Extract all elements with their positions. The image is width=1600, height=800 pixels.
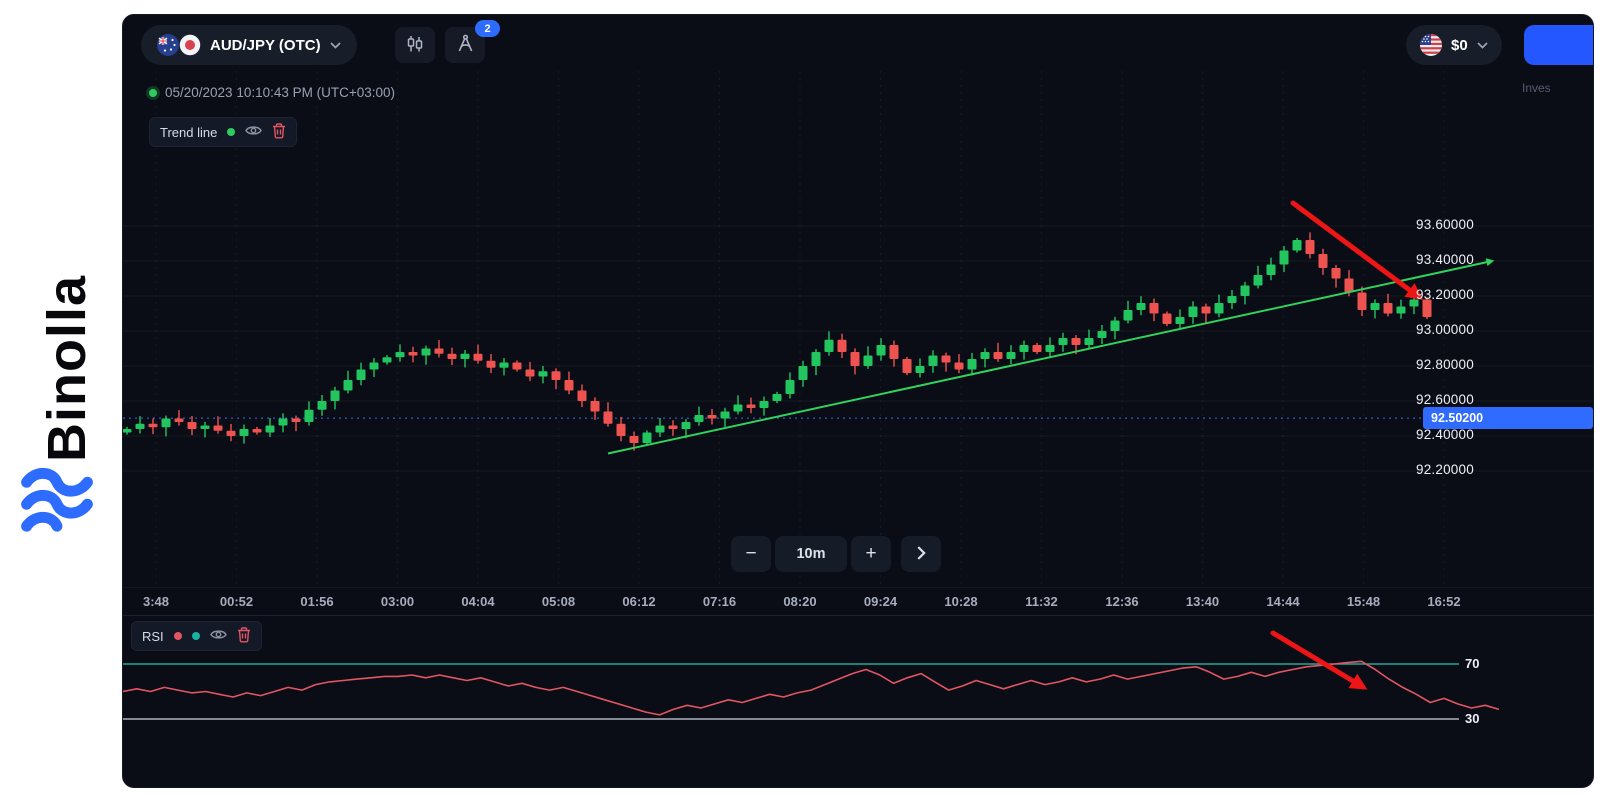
chevron-down-icon — [1477, 41, 1488, 49]
asset-selector[interactable]: AUD/JPY (OTC) — [141, 25, 357, 65]
price-axis-label: 92.60000 — [1416, 392, 1474, 407]
brand-logo-icon — [14, 462, 100, 538]
eye-icon — [245, 124, 263, 140]
chevron-down-icon — [329, 41, 341, 49]
timestamp-label: 05/20/2023 10:10:43 PM (UTC+03:00) — [165, 85, 396, 100]
current-price-tag: 92.50200 — [1423, 407, 1593, 430]
rsi-lower-level-label: 30 — [1465, 711, 1480, 726]
rsi-delete-button[interactable] — [237, 626, 251, 646]
time-axis-label: 12:36 — [1105, 594, 1139, 609]
price-axis-label: 93.60000 — [1416, 217, 1474, 232]
rsi-upper-level-label: 70 — [1465, 656, 1480, 671]
time-axis-label: 06:12 — [622, 594, 656, 609]
trash-icon — [237, 626, 251, 646]
trendline-visibility-button[interactable] — [245, 124, 263, 140]
time-axis-label: 11:32 — [1025, 594, 1058, 609]
deposit-button[interactable] — [1524, 25, 1593, 65]
zoom-in-button[interactable]: + — [851, 536, 891, 572]
time-axis-label: 10:28 — [944, 594, 978, 609]
interval-button[interactable]: 10m — [775, 536, 847, 572]
drawing-compass-icon — [456, 34, 475, 56]
time-axis-label: 15:48 — [1346, 594, 1381, 609]
price-axis-label: 92.80000 — [1416, 357, 1474, 372]
time-axis-label: 03:00 — [380, 594, 415, 609]
time-axis-label: 00:52 — [219, 594, 254, 609]
price-axis-label: 92.40000 — [1416, 427, 1474, 442]
rsi-visibility-button[interactable] — [209, 628, 227, 644]
price-axis-label: 93.00000 — [1416, 322, 1474, 337]
indicators-count-badge: 2 — [475, 20, 500, 37]
time-axis-label: 13:40 — [1185, 594, 1220, 609]
trendline-delete-button[interactable] — [272, 122, 286, 142]
rsi-label: RSI — [142, 628, 164, 644]
us-flag-icon — [1420, 34, 1442, 56]
asset-label: AUD/JPY (OTC) — [210, 36, 321, 54]
price-axis-label: 92.20000 — [1416, 462, 1474, 477]
rsi-panel-divider — [123, 615, 1593, 616]
chart-panel: AUD/JPY (OTC) 2 — [122, 14, 1594, 788]
time-axis-label: 05:08 — [541, 594, 576, 609]
trendline-color-dot-icon — [227, 128, 236, 136]
trendline-tool-badge: Trend line — [149, 117, 298, 147]
scroll-forward-button[interactable] — [901, 536, 941, 572]
rsi-band-color-dot-icon — [191, 632, 200, 640]
price-axis-label: 93.20000 — [1416, 287, 1474, 302]
brand-name: Binolla — [37, 274, 97, 462]
time-axis-label: 01:56 — [300, 594, 334, 609]
time-axis-label: 07:16 — [702, 594, 737, 609]
time-axis-label: 04:04 — [461, 594, 495, 609]
japan-flag-icon — [178, 33, 202, 57]
rsi-line-color-dot-icon — [173, 632, 182, 640]
price-chart-canvas[interactable] — [123, 15, 1593, 787]
time-axis-label: 3:48 — [142, 594, 170, 609]
chevron-right-icon — [917, 545, 926, 563]
brand-rail: Binolla — [0, 0, 122, 800]
time-axis-label: 09:24 — [863, 594, 898, 609]
clipped-right-text: Inves — [1522, 81, 1551, 95]
trendline-label: Trend line — [160, 124, 218, 140]
eye-icon — [209, 628, 227, 644]
trash-icon — [272, 122, 286, 142]
rsi-tool-badge: RSI — [131, 621, 262, 651]
time-axis-label: 08:20 — [783, 594, 817, 609]
price-axis-label: 93.40000 — [1416, 252, 1474, 267]
balance-selector[interactable]: $0 — [1406, 25, 1502, 65]
australia-flag-icon — [157, 34, 179, 56]
zoom-out-button[interactable]: − — [731, 536, 771, 572]
live-dot-icon — [149, 88, 157, 97]
time-axis-label: 14:44 — [1266, 594, 1300, 609]
server-time: 05/20/2023 10:10:43 PM (UTC+03:00) — [149, 85, 395, 100]
time-axis[interactable]: 3:48 00:52 01:56 03:00 04:04 05:08 06:12 07:16 0… — [123, 587, 1593, 616]
time-axis-label: 16:52 — [1427, 594, 1461, 609]
balance-label: $0 — [1451, 36, 1468, 54]
candlestick-icon — [406, 35, 424, 56]
chart-type-button[interactable] — [395, 27, 435, 63]
